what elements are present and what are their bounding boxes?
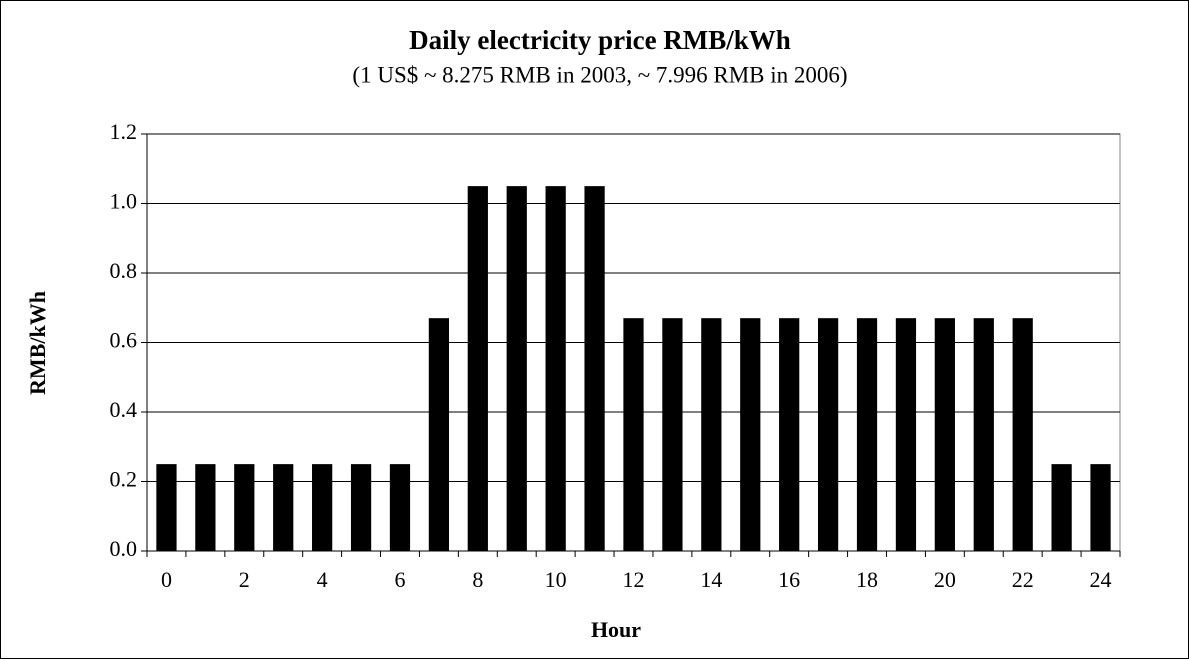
y-tick-label: 0.6 [110, 328, 138, 353]
bar [817, 318, 839, 551]
bar [195, 464, 216, 551]
x-tick-label: 22 [1012, 567, 1034, 592]
chart-title: Daily electricity price RMB/kWh [409, 25, 791, 55]
x-tick-label: 0 [161, 567, 172, 592]
y-tick-label: 0.2 [110, 467, 138, 492]
bar [350, 464, 372, 551]
bar [234, 464, 255, 551]
bar [584, 186, 605, 551]
bar [312, 464, 333, 551]
y-tick-label: 1.0 [110, 189, 138, 214]
bar [934, 318, 955, 551]
x-tick-label: 10 [545, 567, 567, 592]
bar [779, 318, 800, 551]
bar [895, 318, 917, 551]
bar [156, 464, 177, 551]
x-axis-label: Hour [591, 617, 641, 642]
bar [662, 318, 683, 551]
bar [1051, 464, 1072, 551]
x-tick-label: 8 [472, 567, 483, 592]
bar [701, 318, 722, 551]
bar [389, 464, 411, 551]
x-tick-label: 18 [856, 567, 878, 592]
chart-subtitle: (1 US$ ~ 8.275 RMB in 2003, ~ 7.996 RMB … [352, 62, 847, 87]
bar [973, 318, 994, 551]
y-tick-label: 0.0 [110, 536, 138, 561]
x-tick-label: 6 [394, 567, 405, 592]
x-tick-label: 16 [778, 567, 800, 592]
y-axis-label: RMB/kWh [25, 291, 50, 395]
bar [545, 186, 566, 551]
bar [1012, 318, 1033, 551]
bar [467, 186, 488, 551]
bar [740, 318, 761, 551]
x-tick-label: 4 [317, 567, 328, 592]
x-tick-label: 20 [934, 567, 956, 592]
bar [623, 318, 644, 551]
bar [1090, 464, 1111, 551]
x-tick-label: 12 [623, 567, 645, 592]
y-tick-label: 0.4 [110, 397, 138, 422]
x-tick-label: 2 [239, 567, 250, 592]
bar [273, 464, 294, 551]
y-tick-label: 0.8 [110, 258, 138, 283]
bar [506, 186, 527, 551]
x-tick-label: 24 [1090, 567, 1112, 592]
bar [428, 318, 450, 551]
y-tick-label: 1.2 [110, 119, 138, 144]
bar [856, 318, 878, 551]
x-tick-label: 14 [700, 567, 722, 592]
